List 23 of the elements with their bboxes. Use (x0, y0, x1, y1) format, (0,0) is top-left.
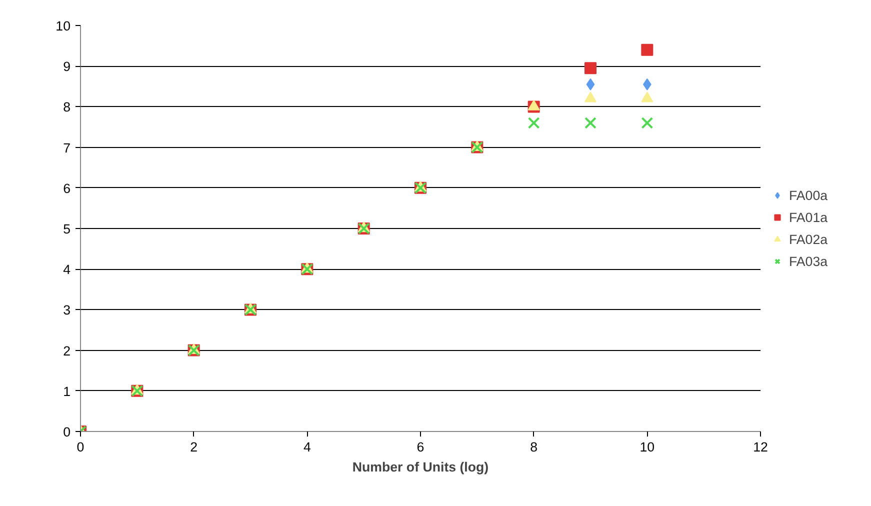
x-tick-label: 10 (640, 440, 655, 454)
y-tick-label: 2 (63, 343, 71, 358)
y-tick-label: 7 (63, 140, 71, 156)
x-tick-label: 0 (76, 440, 84, 454)
x-tick-label: 8 (530, 440, 538, 454)
x-tick-label: 6 (416, 440, 424, 454)
x-tick-label: 4 (303, 440, 312, 454)
y-tick-label: 3 (63, 302, 71, 318)
x-tick-label: 12 (753, 440, 768, 454)
y-tick-label: 8 (63, 100, 71, 115)
legend-label: FA03a (789, 254, 828, 268)
legend-label: FA00a (789, 188, 828, 202)
legend-label: FA02a (789, 232, 828, 246)
x-axis-title: Number of Units (log) (352, 460, 489, 474)
y-tick-label: 10 (56, 18, 71, 34)
y-tick-label: 4 (63, 262, 72, 278)
y-tick-label: 9 (63, 59, 71, 74)
legend-label: FA01a (789, 210, 828, 224)
y-tick-label: 5 (63, 222, 71, 236)
y-tick-label: 0 (63, 424, 71, 440)
y-tick-label: 6 (63, 180, 71, 196)
x-tick-label: 2 (190, 440, 198, 454)
y-tick-label: 1 (63, 384, 71, 399)
